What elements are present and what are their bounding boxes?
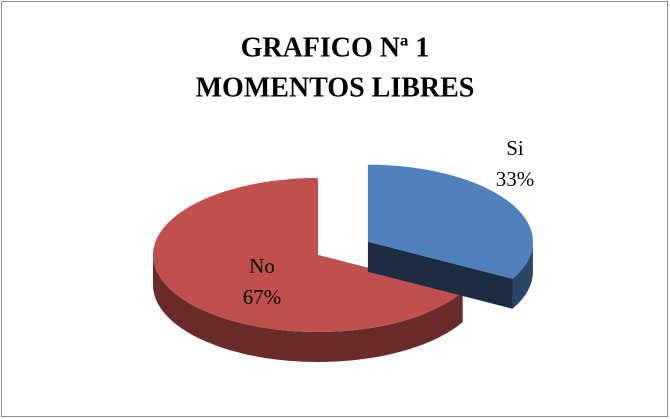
slice bbox=[153, 178, 463, 332]
data-label-value: 33% bbox=[496, 167, 535, 191]
slice bbox=[367, 164, 533, 279]
slice-side bbox=[512, 241, 533, 309]
data-label-value: 67% bbox=[243, 285, 282, 309]
chart-title: GRAFICO Nª 1 bbox=[241, 32, 430, 63]
chart-title: MOMENTOS LIBRES bbox=[196, 72, 475, 103]
data-label-category: No bbox=[249, 254, 275, 278]
data-label-category: Si bbox=[506, 136, 524, 160]
slice-wall bbox=[367, 241, 513, 309]
slice-side bbox=[153, 255, 463, 362]
